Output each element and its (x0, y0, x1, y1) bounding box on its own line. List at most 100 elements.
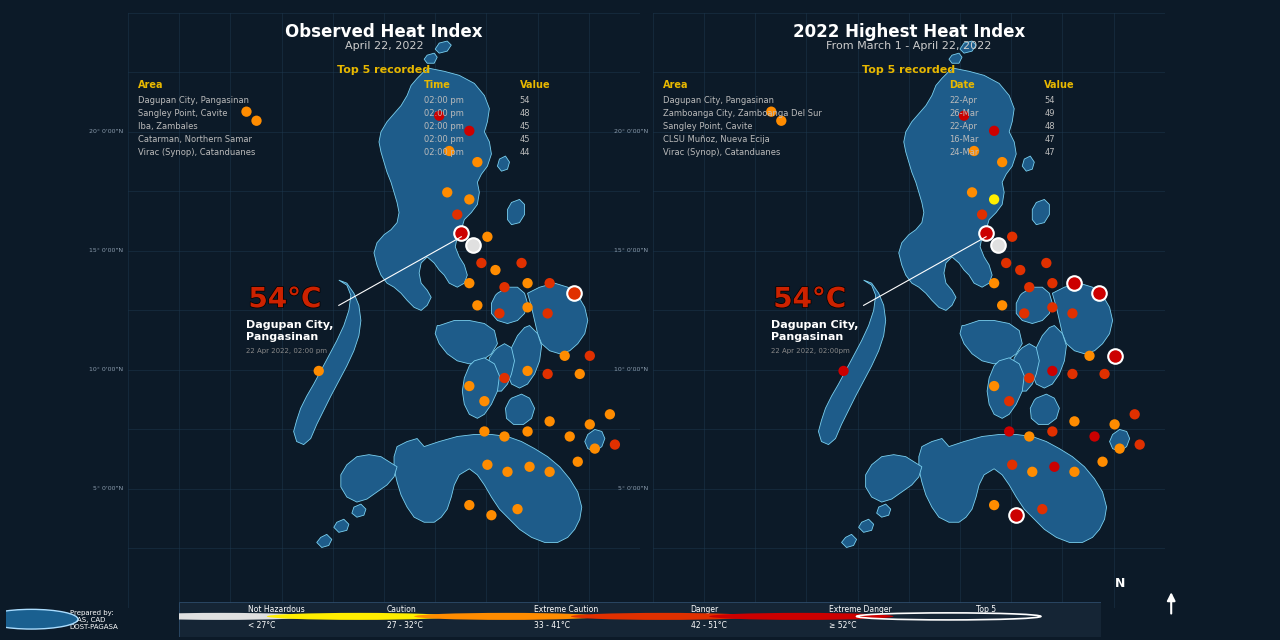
Text: Dagupan City, Pangasinan: Dagupan City, Pangasinan (663, 95, 774, 104)
Text: 2022 Highest Heat Index: 2022 Highest Heat Index (792, 23, 1025, 41)
Text: IAAS, CAD: IAAS, CAD (69, 618, 105, 623)
Text: CLSU Muñoz, Nueva Ecija: CLSU Muñoz, Nueva Ecija (663, 135, 769, 144)
Point (833, 366, 854, 376)
Text: 54: 54 (1044, 95, 1055, 104)
Text: Iba, Zambales: Iba, Zambales (138, 122, 198, 131)
Point (992, 157, 1012, 167)
Polygon shape (374, 68, 492, 310)
Text: Area: Area (663, 81, 689, 90)
Point (984, 195, 1005, 205)
Text: 22-Apr: 22-Apr (948, 95, 977, 104)
Polygon shape (948, 53, 963, 63)
Point (460, 381, 480, 391)
Point (1019, 282, 1039, 292)
Polygon shape (1023, 156, 1034, 171)
Point (1042, 302, 1062, 312)
Text: Not Hazardous: Not Hazardous (248, 605, 305, 614)
Text: Dagupan City,
Pangasinan: Dagupan City, Pangasinan (772, 321, 859, 342)
Text: 47: 47 (1044, 148, 1055, 157)
Point (1129, 440, 1149, 450)
Text: Virac (Synop), Catanduanes: Virac (Synop), Catanduanes (663, 148, 781, 157)
Polygon shape (527, 283, 588, 354)
Point (1014, 308, 1034, 319)
Point (497, 467, 517, 477)
Point (1019, 431, 1039, 442)
Text: 22-Apr: 22-Apr (948, 122, 977, 131)
Polygon shape (352, 504, 366, 517)
Point (762, 106, 782, 116)
Point (1044, 461, 1065, 472)
Point (1084, 431, 1105, 442)
Text: 5° 0'00"N: 5° 0'00"N (91, 486, 123, 492)
Text: 10° 0'00"N: 10° 0'00"N (613, 367, 648, 372)
Polygon shape (1052, 283, 1112, 354)
Text: Virac (Synop), Catanduanes: Virac (Synop), Catanduanes (138, 148, 256, 157)
Point (1021, 467, 1042, 477)
Point (559, 431, 580, 442)
Point (494, 373, 515, 383)
Point (477, 460, 498, 470)
Polygon shape (507, 200, 525, 225)
Point (554, 351, 575, 361)
Point (538, 308, 558, 319)
Point (246, 116, 266, 126)
Text: N: N (1115, 577, 1125, 589)
Polygon shape (1032, 200, 1050, 225)
Point (1064, 467, 1084, 477)
Text: 5° 0'00"N: 5° 0'00"N (616, 486, 648, 492)
Text: 49: 49 (1044, 109, 1055, 118)
Text: 02:00 pm: 02:00 pm (424, 95, 465, 104)
Point (511, 258, 531, 268)
Point (563, 288, 584, 298)
Point (1105, 419, 1125, 429)
Text: April 22, 2022: April 22, 2022 (344, 41, 424, 51)
Point (447, 209, 467, 220)
Point (485, 265, 506, 275)
Text: Dagupan City,
Pangasinan: Dagupan City, Pangasinan (247, 321, 334, 342)
Text: Date: Date (948, 81, 974, 90)
Point (585, 444, 605, 454)
Point (1110, 444, 1130, 454)
Point (429, 111, 449, 121)
Point (1002, 232, 1023, 242)
Point (494, 431, 515, 442)
Point (964, 146, 984, 156)
Polygon shape (435, 41, 452, 53)
Point (308, 366, 329, 376)
Text: 45: 45 (520, 135, 530, 144)
Text: 20° 0'00"N: 20° 0'00"N (613, 129, 648, 134)
Point (1036, 258, 1056, 268)
Polygon shape (488, 344, 515, 391)
Point (996, 258, 1016, 268)
Text: Extreme Danger: Extreme Danger (829, 605, 892, 614)
Polygon shape (334, 519, 349, 532)
Text: 02:00 pm: 02:00 pm (424, 135, 465, 144)
Point (460, 500, 480, 510)
Point (1010, 265, 1030, 275)
Text: Extreme Caution: Extreme Caution (534, 605, 598, 614)
Point (517, 278, 538, 288)
Text: 54°C: 54°C (248, 285, 321, 313)
Point (1062, 369, 1083, 379)
Point (1042, 426, 1062, 436)
Point (998, 426, 1019, 436)
Point (436, 188, 457, 198)
Polygon shape (1012, 344, 1039, 391)
Polygon shape (316, 534, 332, 547)
Point (1062, 308, 1083, 319)
Point (460, 125, 480, 136)
Text: Prepared by:: Prepared by: (69, 611, 113, 616)
Polygon shape (899, 68, 1016, 310)
Text: Top 5 recorded: Top 5 recorded (863, 65, 955, 76)
Polygon shape (960, 321, 1023, 364)
Text: 42 - 51°C: 42 - 51°C (691, 621, 727, 630)
Point (570, 369, 590, 379)
Point (599, 409, 620, 419)
Text: 48: 48 (1044, 122, 1055, 131)
Polygon shape (340, 454, 397, 502)
Text: 02:00 pm: 02:00 pm (424, 109, 465, 118)
Point (520, 461, 540, 472)
Circle shape (0, 609, 78, 629)
Point (1092, 456, 1112, 467)
Point (507, 504, 527, 515)
